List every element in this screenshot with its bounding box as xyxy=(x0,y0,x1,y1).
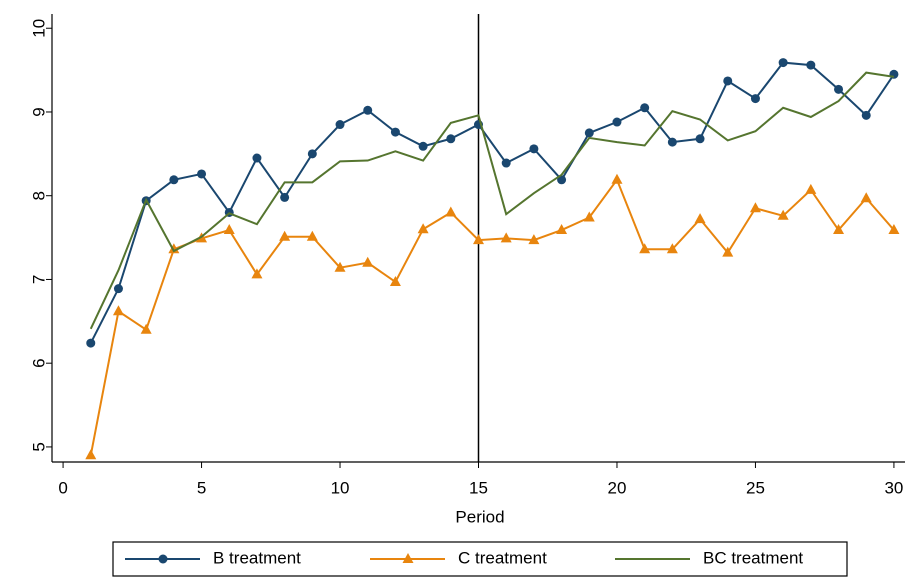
marker xyxy=(335,120,345,130)
marker xyxy=(362,256,374,267)
marker xyxy=(528,234,540,245)
marker xyxy=(363,105,373,115)
legend-marker xyxy=(158,554,168,564)
x-tick-label: 20 xyxy=(608,478,627,497)
x-tick-label: 25 xyxy=(746,478,765,497)
legend-marker xyxy=(402,553,414,563)
marker xyxy=(557,175,567,185)
marker xyxy=(889,69,899,79)
legend xyxy=(112,541,848,577)
marker xyxy=(695,134,705,144)
marker xyxy=(86,338,96,348)
marker xyxy=(418,141,428,151)
legend-label: B treatment xyxy=(213,548,301,567)
marker xyxy=(140,323,152,334)
marker xyxy=(861,110,871,120)
marker xyxy=(860,192,872,203)
marker xyxy=(833,224,845,235)
marker xyxy=(667,137,677,147)
marker xyxy=(389,275,401,286)
marker xyxy=(888,224,900,235)
marker xyxy=(805,183,817,194)
series-line xyxy=(89,177,895,456)
marker xyxy=(749,202,761,213)
marker xyxy=(113,284,123,294)
marker xyxy=(112,305,124,316)
marker xyxy=(446,134,456,144)
marker xyxy=(169,175,179,185)
marker xyxy=(223,224,235,235)
marker xyxy=(529,144,539,154)
marker xyxy=(279,230,291,241)
marker xyxy=(501,158,511,168)
marker xyxy=(556,224,568,235)
series-line xyxy=(89,61,895,344)
marker xyxy=(197,169,207,179)
y-tick-label: 10 xyxy=(29,19,48,38)
marker xyxy=(168,243,180,254)
marker xyxy=(251,268,263,279)
marker xyxy=(612,117,622,127)
marker xyxy=(252,153,262,163)
marker xyxy=(473,234,484,245)
legend-label: C treatment xyxy=(458,548,547,567)
marker xyxy=(722,246,734,257)
legend-label: BC treatment xyxy=(703,548,803,567)
marker xyxy=(611,173,623,184)
marker xyxy=(639,243,651,254)
y-tick-label: 7 xyxy=(29,275,48,284)
marker xyxy=(584,128,594,138)
marker xyxy=(778,58,788,68)
marker xyxy=(306,230,318,241)
x-axis-label: Period xyxy=(455,507,504,526)
x-tick-label: 15 xyxy=(469,478,488,497)
marker xyxy=(806,60,816,70)
marker xyxy=(85,449,97,460)
marker xyxy=(390,127,400,137)
y-tick-label: 5 xyxy=(29,442,48,451)
marker xyxy=(834,84,844,94)
marker xyxy=(334,261,346,272)
x-tick-label: 0 xyxy=(58,478,67,497)
y-tick-label: 9 xyxy=(29,107,48,116)
y-tick-label: 8 xyxy=(29,191,48,200)
x-tick-label: 5 xyxy=(197,478,206,497)
marker xyxy=(445,206,457,217)
marker xyxy=(417,223,429,234)
marker xyxy=(750,94,760,104)
marker xyxy=(583,211,595,222)
y-tick-label: 6 xyxy=(29,358,48,367)
x-tick-label: 10 xyxy=(331,478,350,497)
x-tick-label: 30 xyxy=(884,478,903,497)
marker xyxy=(777,209,789,220)
marker xyxy=(500,232,512,243)
marker xyxy=(640,103,650,113)
marker xyxy=(723,76,733,86)
series-line xyxy=(89,71,895,330)
marker xyxy=(666,243,678,254)
marker xyxy=(694,213,706,224)
marker xyxy=(280,192,290,202)
marker xyxy=(307,149,317,159)
